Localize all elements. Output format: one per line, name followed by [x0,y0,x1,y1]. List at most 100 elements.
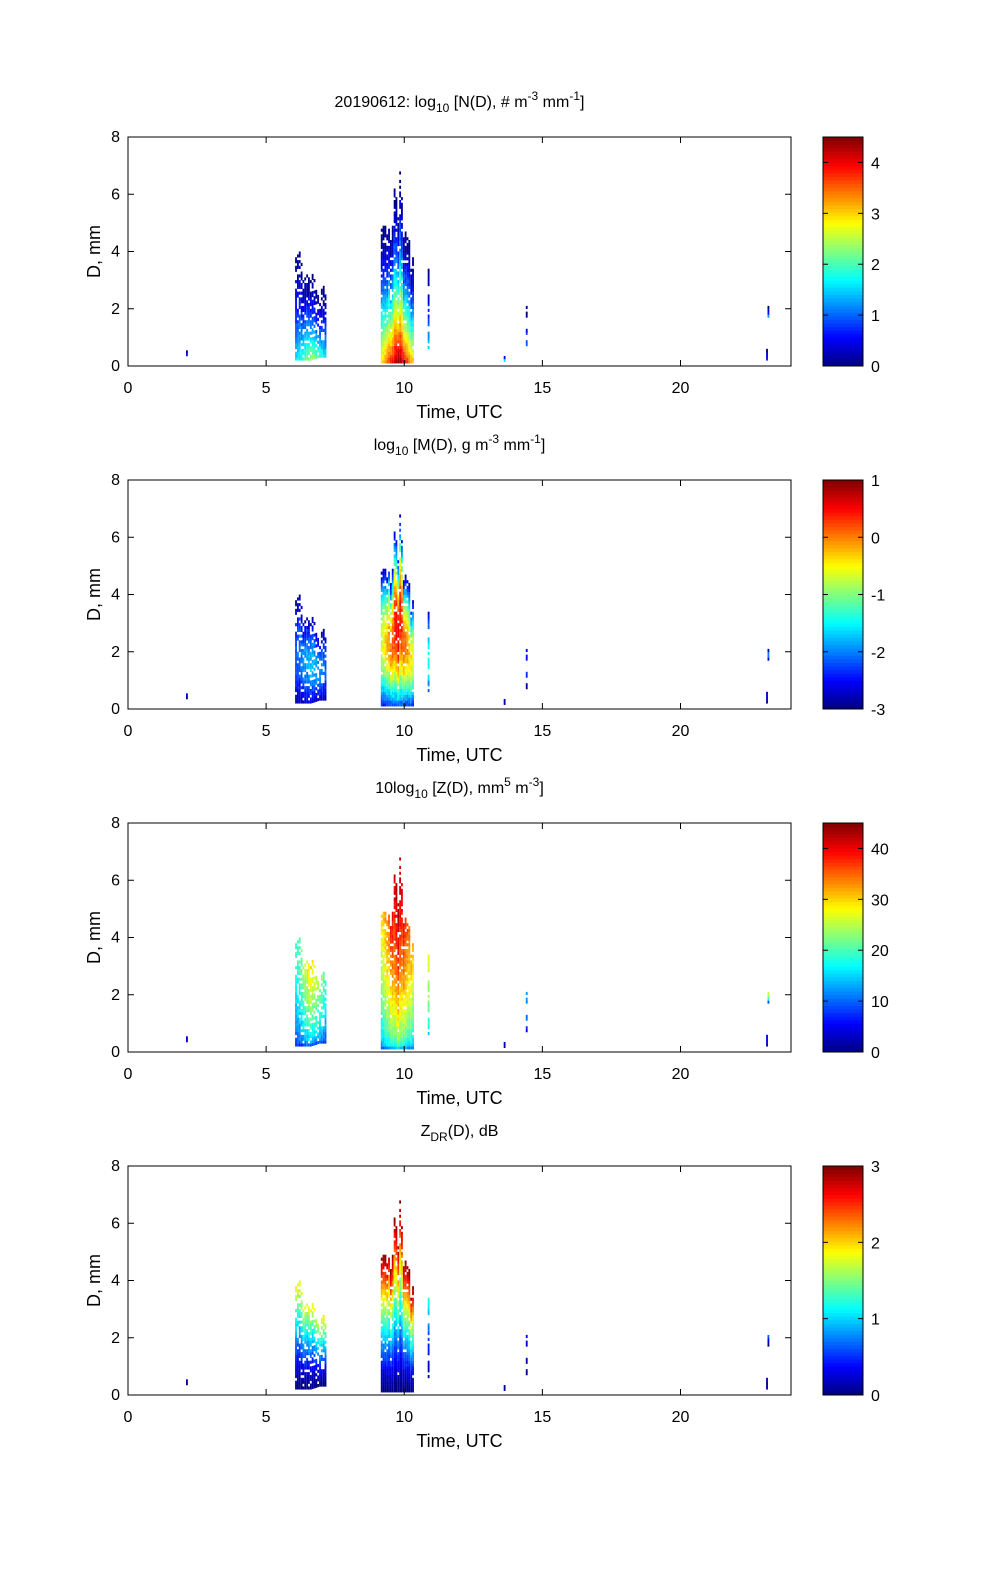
heatmap-cell [395,888,398,892]
heatmap-cell [388,617,390,621]
heatmap-cell [401,540,403,544]
heatmap-cell [391,928,394,933]
heatmap-cell [322,1340,325,1344]
heatmap-cell [401,943,403,947]
heatmap-cell [401,651,403,655]
heatmap-cell [404,1269,407,1273]
heatmap-cell [406,360,409,364]
heatmap-cell [393,677,396,681]
heatmap-cell [397,957,400,961]
heatmap-cell [391,700,394,704]
heatmap-cell [300,308,303,312]
heatmap-cell [298,960,301,964]
heatmap-cell [322,340,325,344]
heatmap-cell [295,268,297,272]
heatmap-cell [399,231,402,235]
heatmap-cell [397,574,400,578]
heatmap-cell [297,960,299,964]
colorbar-step [823,258,863,263]
heatmap-cell [304,668,307,673]
heatmap-cell [295,951,297,955]
heatmap-cell [388,671,390,675]
heatmap-cell [404,683,407,687]
heatmap-cell [309,1377,312,1381]
heatmap-cell [401,960,403,964]
heatmap-cell [393,560,396,564]
heatmap-cell [391,683,394,687]
heatmap-cell [382,620,385,624]
heatmap-cell [402,334,405,338]
heatmap-cell [406,354,409,358]
heatmap-cell [399,300,402,304]
heatmap-cell [295,1009,297,1013]
heatmap-cell [397,331,400,335]
heatmap-cell [390,668,392,673]
heatmap-cell [390,1011,392,1016]
heatmap-cell [391,591,394,595]
heatmap-cell [319,1034,321,1038]
heatmap-cell [410,674,413,678]
heatmap-cell [408,262,411,267]
heatmap-cell [401,668,403,673]
heatmap-cell [391,1363,394,1367]
colorbar-step [823,1026,863,1032]
heatmap-cell [300,643,303,647]
heatmap-cell [399,317,402,321]
heatmap-cell [402,265,405,269]
heatmap-cell [302,700,305,704]
heatmap-cell [408,300,411,304]
heatmap-cell [399,1260,402,1264]
heatmap-cell [390,1292,392,1296]
heatmap-cell [297,1377,299,1381]
heatmap-cell [401,1314,403,1318]
heatmap-cell [317,652,320,656]
heatmap-cell [402,1306,405,1310]
colorbar-step [823,283,863,288]
heatmap-cell [402,317,405,321]
heatmap-cell [386,957,389,961]
colorbar-step [823,923,863,928]
heatmap-cell [408,1369,411,1373]
heatmap-cell [380,991,383,996]
colorbar-tick-label: 0 [871,530,880,547]
heatmap-cell [412,697,414,701]
heatmap-cell [410,331,413,335]
heatmap-cell [399,179,402,184]
chart-title-part: ] [580,94,584,111]
heatmap-cell [397,1346,400,1350]
heatmap-cell [388,966,390,970]
heatmap-cell [380,1292,383,1296]
heatmap-cell [412,294,414,298]
heatmap-cell [393,242,396,247]
heatmap-cell [298,1283,301,1287]
heatmap-cell [399,568,402,572]
heatmap-cell [401,640,403,644]
heatmap-cell [427,660,430,664]
heatmap-cell [399,222,402,227]
heatmap-cell [304,283,307,287]
heatmap-cell [393,234,396,238]
heatmap-cell [410,997,413,1001]
heatmap-cell [397,262,400,267]
heatmap-cell [300,1000,303,1004]
heatmap-cell [393,963,396,967]
heatmap-cell [315,638,318,642]
heatmap-cell [406,986,409,990]
heatmap-cell [313,642,316,646]
heatmap-cell [388,280,390,284]
heatmap-cell [295,257,297,261]
heatmap-cell [390,960,392,964]
heatmap-cell [397,605,400,610]
heatmap-cell [308,1337,310,1341]
heatmap-cell [384,1000,387,1004]
heatmap-cell [402,1037,405,1041]
heatmap-cell [386,1292,389,1296]
heatmap-cell [313,1002,316,1006]
colorbar-step [823,1016,863,1021]
heatmap-cell [412,654,414,658]
heatmap-cell [412,1011,414,1016]
heatmap-cell [401,1040,403,1044]
heatmap-cell [397,285,400,289]
heatmap-cell [324,1032,327,1036]
heatmap-cell [382,260,385,264]
